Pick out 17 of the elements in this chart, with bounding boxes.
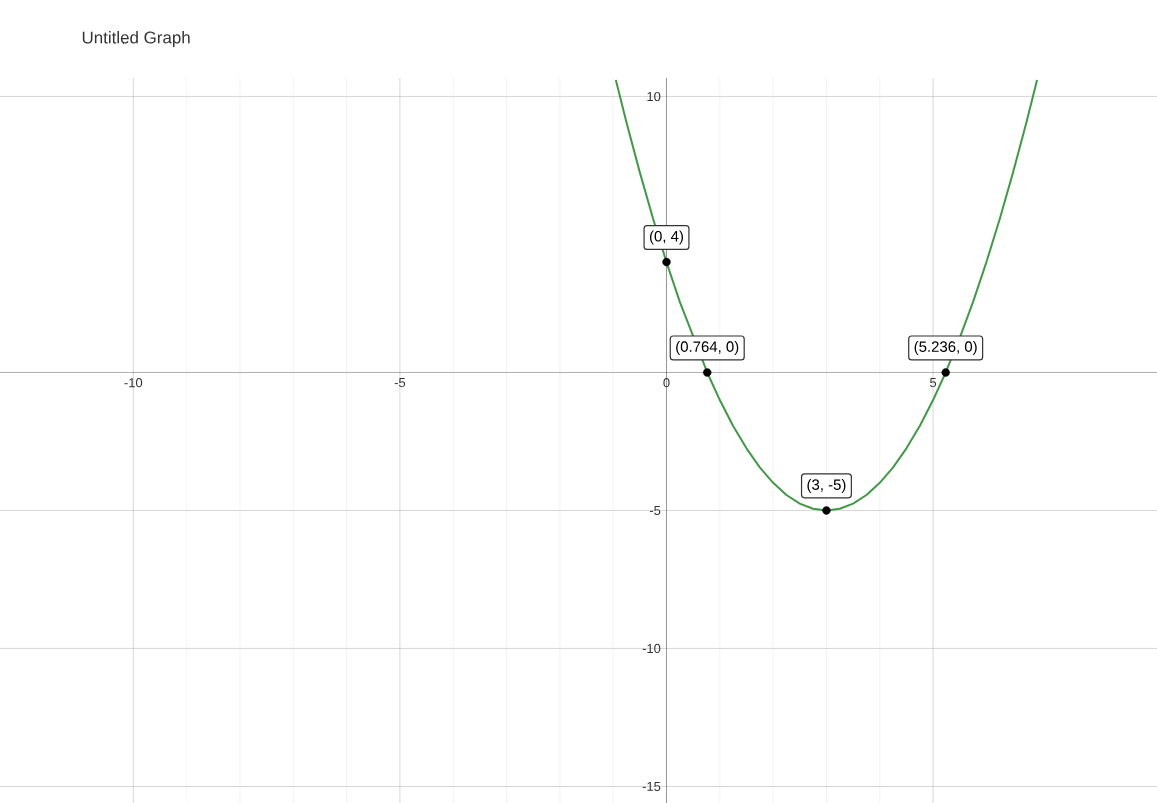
point [941,368,950,377]
point [662,257,671,267]
annotation: (5.236, 0) [914,340,977,355]
x-tick-label: -5 [394,378,406,388]
annotation: (0.764, 0) [676,340,739,355]
point [822,506,831,515]
x-tick-label: 0 [663,378,670,388]
y-tick-label: -15 [642,781,661,791]
y-tick-label: -10 [642,643,661,654]
point [703,368,712,377]
x-tick-label: 5 [930,378,937,388]
y-tick-label: -5 [649,505,661,515]
annotation: (0, 4) [649,230,683,245]
y-tick-label: 10 [647,91,661,102]
x-tick-label: -10 [124,378,143,388]
chart-title: Untitled Graph [82,31,190,47]
annotation: (3, -5) [807,478,846,493]
